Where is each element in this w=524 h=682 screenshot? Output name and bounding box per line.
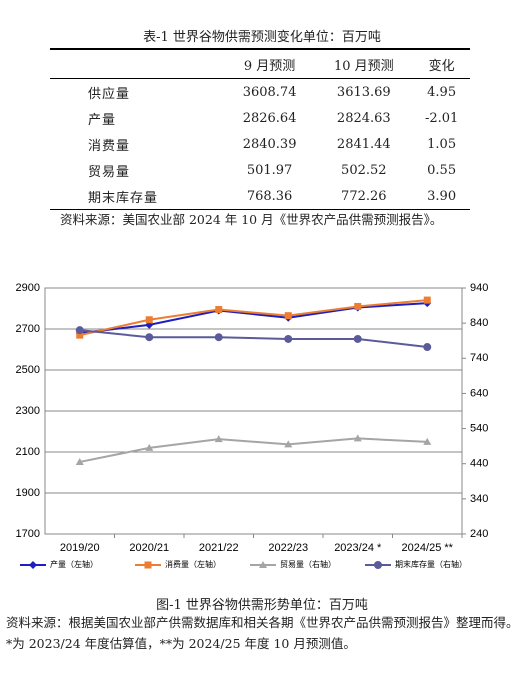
y-tick-label: 2900: [16, 282, 40, 294]
point: [145, 320, 154, 329]
x-tick-label: 2023/24 *: [334, 542, 382, 554]
cell: -2.01: [424, 110, 459, 126]
y-tick-label: 2100: [16, 446, 40, 458]
y-tick-label: 1700: [16, 528, 40, 540]
legend-label: 消费量（左轴）: [165, 559, 221, 569]
y-tick-label: 2300: [16, 405, 40, 417]
cell: 1.05: [427, 136, 457, 152]
x-tick-label: 2019/20: [60, 542, 100, 554]
point: [284, 334, 293, 343]
y2-tick-label: 740: [470, 352, 488, 364]
x-tick-label: 2020/21: [129, 542, 169, 554]
legend-marker: [374, 561, 382, 569]
table: 9 月预测 10 月预测 变化 供应量 3608.74 3613.69 4.95 产量 2…: [50, 48, 470, 210]
point: [353, 434, 362, 442]
header-cell: 10 月预测: [314, 49, 414, 79]
y2-tick-label: 540: [470, 422, 488, 434]
header-cell: 变化: [413, 49, 470, 79]
cell: 502.52: [341, 162, 387, 178]
caption: 图-1 世界谷物供需形势单位：百万吨: [156, 598, 368, 613]
y2-tick-label: 340: [470, 493, 488, 505]
y2-tick-label: 440: [470, 458, 488, 470]
cell: 供应量: [88, 86, 131, 102]
y-tick-label: 2500: [16, 364, 40, 376]
legend-marker: [29, 561, 37, 569]
row: 产量 2826.64 2824.63 -2.01: [50, 105, 470, 131]
x-tick-label: 2022/23: [268, 542, 308, 554]
cell: 3613.69: [336, 84, 391, 100]
series-line: [79, 299, 428, 337]
legend-label: 期末库存量（右轴）: [395, 559, 467, 569]
y2-tick-label: 940: [470, 282, 488, 294]
series-line: [79, 437, 428, 463]
series-line: [79, 302, 428, 335]
cell: 2824.63: [336, 110, 391, 126]
row: 期末库存量 768.36 772.26 3.90: [50, 183, 470, 210]
cell: 贸易量: [88, 164, 131, 180]
header-cell: 9 月预测: [224, 49, 315, 79]
row: 贸易量 501.97 502.52 0.55: [50, 157, 470, 183]
cell: 2840.39: [242, 136, 297, 152]
point: [284, 440, 293, 448]
cell: 768.36: [246, 188, 293, 204]
source: 资料来源：美国农业部 2024 年 10 月《世界农产品供需预测报告》。: [60, 212, 443, 227]
cell: 期末库存量: [88, 190, 159, 206]
point: [215, 306, 223, 314]
table-title: 表-1 世界谷物供需预测变化单位：百万吨: [143, 30, 381, 45]
point: [354, 302, 362, 310]
cell: 0.55: [427, 162, 457, 178]
x-tick-label: 2021/22: [199, 542, 239, 554]
legend-marker: [259, 561, 267, 568]
y-tick-label: 1900: [16, 487, 40, 499]
legend-marker: [144, 561, 152, 569]
point: [75, 326, 84, 335]
point: [423, 343, 432, 352]
legend-label: 贸易量（右轴）: [280, 559, 336, 569]
cell: 3.90: [427, 188, 457, 204]
row: 消费量 2840.39 2841.44 1.05: [50, 131, 470, 157]
y-tick-label: 2700: [16, 323, 40, 335]
cell: 消费量: [88, 138, 131, 154]
header-cell: [50, 49, 225, 79]
point: [423, 296, 431, 304]
point: [353, 334, 362, 343]
cell: 4.95: [427, 84, 457, 100]
notes: 资料来源：根据美国农业部产供需数据库和相关各期《世界农产品供需预测报告》整理而得…: [6, 615, 519, 651]
series-line: [79, 329, 428, 349]
point: [214, 435, 223, 443]
point: [423, 437, 432, 445]
point: [145, 443, 154, 451]
point: [145, 333, 154, 342]
cell: 2841.44: [336, 136, 391, 152]
y2-tick-label: 840: [470, 317, 488, 329]
point: [75, 457, 84, 465]
y2-tick-label: 640: [470, 387, 488, 399]
point: [284, 312, 292, 320]
point: [214, 333, 223, 342]
y2-tick-label: 240: [470, 528, 488, 540]
x-tick-label: 2024/25 **: [402, 542, 454, 554]
point: [145, 316, 153, 324]
legend-label: 产量（左轴）: [50, 559, 98, 569]
cell: 产量: [88, 112, 117, 128]
cell: 2826.64: [242, 110, 297, 126]
chart: 1700 1900 2100 2300 2500 2700 2900 240 340 440 540…: [16, 282, 489, 569]
row: 供应量 3608.74 3613.69 4.95: [50, 79, 470, 106]
cell: 772.26: [341, 188, 387, 204]
cell: 3608.74: [242, 84, 297, 100]
point: [76, 331, 84, 339]
cell: 501.97: [246, 162, 293, 178]
